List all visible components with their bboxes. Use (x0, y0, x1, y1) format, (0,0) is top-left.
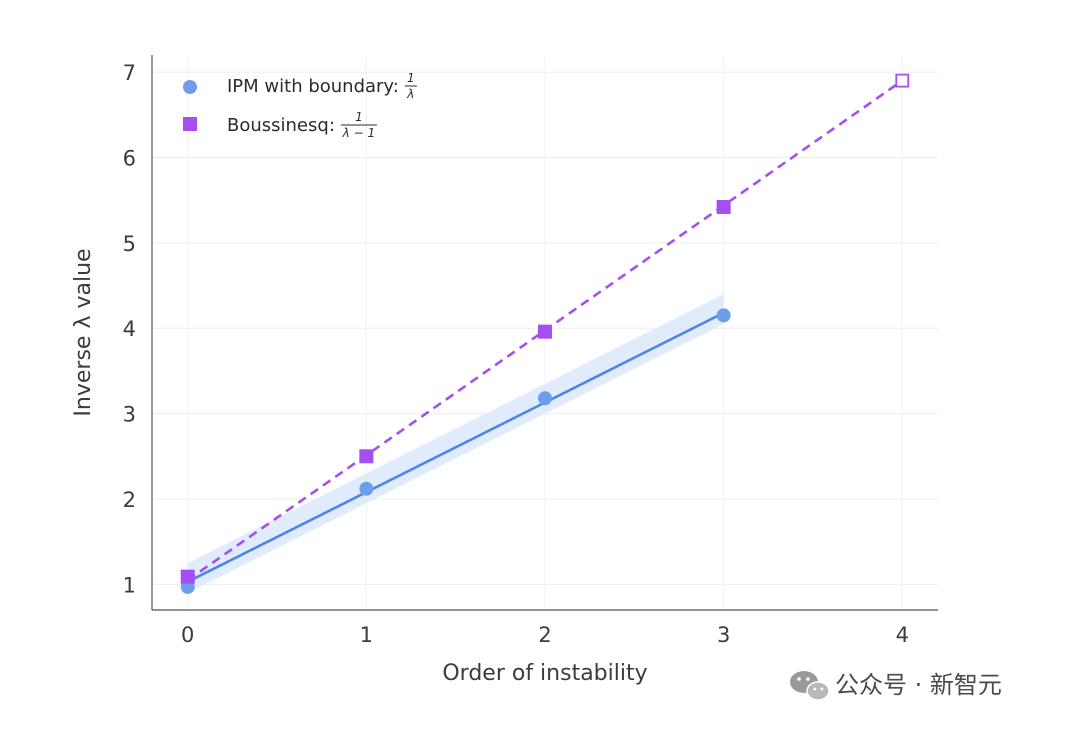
axes-layer (151, 55, 938, 611)
legend-formula-boussinesq-denominator: λ − 1 (342, 126, 375, 140)
tick-label-layer: 0 1 2 3 4 1 2 3 4 5 6 7 (123, 61, 909, 647)
point-ipm (359, 481, 374, 496)
x-tick-label: 2 (538, 623, 551, 647)
point-boussinesq (180, 569, 195, 584)
series-line-ipm (187, 311, 725, 583)
legend-item-ipm: IPM with boundary: 1 λ (183, 71, 417, 101)
legend-label-boussinesq: Boussinesq: (227, 115, 335, 136)
watermark-text: 公众号 · 新智元 (835, 671, 1002, 699)
point-boussinesq-predicted (895, 73, 910, 88)
x-tick-label: 3 (717, 623, 730, 647)
legend: IPM with boundary: 1 λ Boussinesq: 1 λ −… (183, 71, 417, 140)
point-ipm (538, 391, 552, 406)
y-tick-label: 7 (123, 61, 136, 85)
y-tick-label: 3 (123, 403, 136, 427)
legend-label-ipm: IPM with boundary: (227, 76, 399, 97)
watermark: 公众号 · 新智元 (790, 671, 1002, 701)
legend-formula-ipm-numerator: 1 (407, 71, 415, 85)
x-tick-label: 4 (896, 623, 909, 647)
y-tick-label: 2 (123, 488, 136, 512)
confidence-band-ipm (187, 294, 724, 593)
y-tick-label: 4 (123, 317, 136, 341)
marker-layer (180, 73, 910, 594)
y-tick-label: 1 (123, 573, 136, 597)
x-tick-label: 1 (360, 623, 373, 647)
y-axis-title: Inverse λ value (71, 248, 96, 416)
point-boussinesq (538, 324, 552, 339)
legend-formula-ipm: 1 λ (404, 71, 417, 101)
confidence-band-layer (187, 294, 724, 593)
legend-formula-ipm-denominator: λ (406, 87, 414, 101)
x-tick-label: 0 (181, 623, 194, 647)
x-axis-title: Order of instability (442, 661, 647, 686)
legend-marker-square (183, 117, 197, 131)
point-ipm (716, 308, 731, 323)
legend-item-boussinesq: Boussinesq: 1 λ − 1 (183, 110, 377, 140)
point-boussinesq (359, 449, 374, 464)
legend-formula-boussinesq: 1 λ − 1 (340, 110, 377, 140)
grid-layer (152, 55, 938, 610)
y-tick-label: 5 (123, 232, 136, 256)
point-boussinesq (716, 199, 731, 214)
wechat-icon (790, 671, 830, 701)
legend-marker-circle (183, 80, 197, 94)
y-tick-label: 6 (123, 146, 136, 170)
legend-formula-boussinesq-numerator: 1 (355, 110, 363, 124)
